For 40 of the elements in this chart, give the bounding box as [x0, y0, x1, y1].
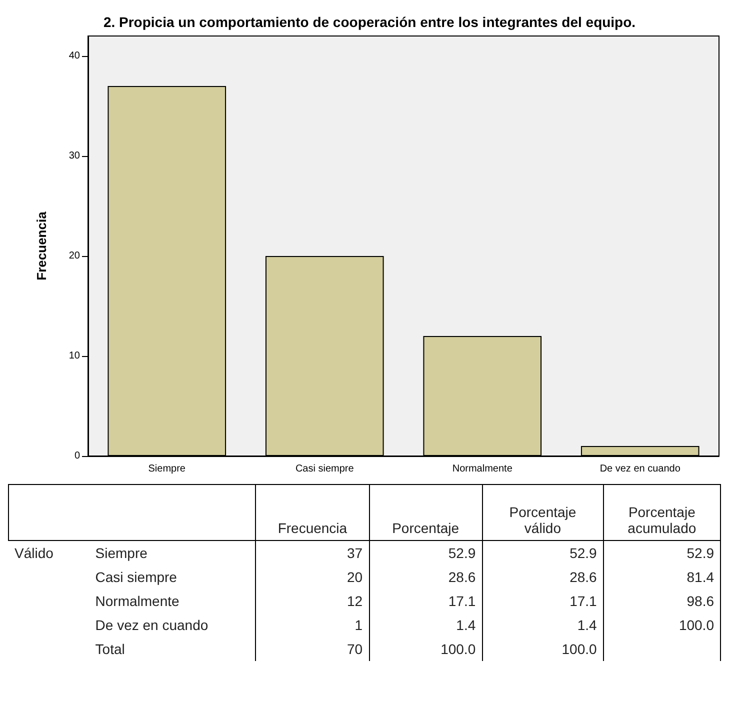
category-label: Casi siempre: [95, 568, 177, 584]
category-label: De vez en cuando: [95, 616, 208, 632]
text: 100.0: [369, 636, 482, 660]
category-label: Siempre: [95, 544, 148, 561]
text: 70: [256, 636, 370, 660]
y-tick-label: 20: [68, 250, 80, 262]
y-tick-label: 30: [68, 150, 80, 162]
text: 1: [256, 612, 370, 636]
chart-title: 2. Propicia un comportamiento de cooperación entre los integrantes del equipo.: [103, 14, 636, 30]
y-tick-label: 10: [68, 350, 80, 362]
text: 17.1: [369, 588, 482, 612]
text: Válido: [14, 544, 54, 563]
text: 28.6: [369, 564, 482, 588]
text: 52.9: [369, 540, 482, 564]
text: 12: [256, 588, 370, 612]
text: 52.9: [603, 540, 720, 564]
text: 100.0: [482, 636, 604, 660]
x-tick-label: De vez en cuando: [600, 464, 681, 474]
category-label: Normalmente: [95, 592, 180, 608]
text: 28.6: [482, 564, 604, 588]
x-tick-label: Normalmente: [452, 464, 513, 474]
text: 1.4: [369, 612, 482, 636]
text: 20: [256, 564, 370, 588]
text: 52.9: [482, 540, 604, 564]
text: Total: [94, 640, 126, 658]
y-tick-label: 40: [68, 50, 80, 62]
text: 100.0: [603, 612, 720, 636]
y-tick-label: 0: [74, 450, 80, 462]
text: 98.6: [603, 588, 720, 612]
text: Frecuencia: [256, 484, 370, 540]
text: 81.4: [603, 564, 720, 588]
x-tick-label: Siempre: [148, 464, 186, 474]
y-axis-title: Frecuencia: [34, 210, 49, 280]
text: 1.4: [482, 612, 604, 636]
text: 17.1: [482, 588, 604, 612]
text: Porcentaje válido: [482, 484, 604, 540]
text: Porcentaje: [369, 484, 482, 540]
x-tick-label: Casi siempre: [295, 464, 354, 474]
text: Porcentaje acumulado: [603, 484, 720, 540]
text: 37: [256, 540, 370, 564]
